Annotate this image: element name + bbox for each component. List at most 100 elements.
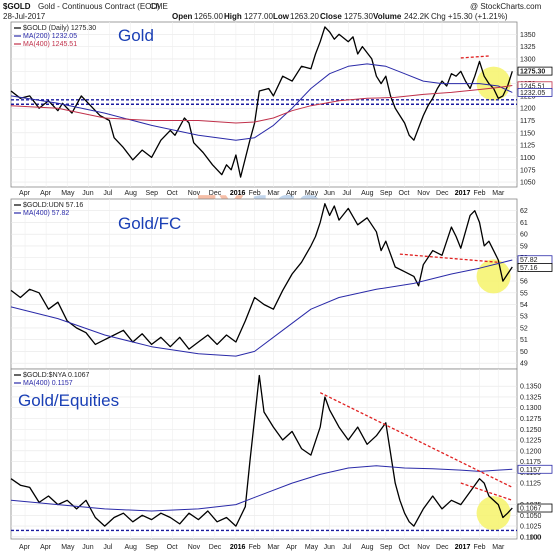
change-value: Chg +15.30 (+1.21%) <box>431 12 508 21</box>
last-value-label: 1275.30 <box>520 69 545 76</box>
last-value-label: 57.82 <box>520 257 538 264</box>
highlight-circle <box>476 259 511 294</box>
legend-entry: MA(400) 57.82 <box>23 210 69 217</box>
exchange: CME <box>150 2 168 11</box>
y-tick-label: 1225 <box>520 93 536 100</box>
x-tick-label: Mar <box>267 190 280 197</box>
x-tick-label: 2016 <box>230 190 246 197</box>
legend-entry: MA(200) 1232.05 <box>23 33 77 40</box>
x-tick-label: Jun <box>324 544 335 551</box>
y-tick-label: 1200 <box>520 106 536 113</box>
x-tick-label: Nov <box>188 190 201 197</box>
legend-entry: MA(400) 0.1157 <box>23 380 73 387</box>
panel-title: Gold <box>118 26 154 45</box>
x-tick-label: Dec <box>209 190 222 197</box>
last-value-label: 1245.51 <box>520 83 545 90</box>
x-tick-label: Nov <box>188 544 201 551</box>
y-tick-label: 0.1225 <box>520 438 542 445</box>
trend-line <box>399 253 499 263</box>
x-tick-label: Apr <box>40 190 52 197</box>
y-tick-label: 54 <box>520 302 528 309</box>
x-tick-label: Apr <box>19 544 31 551</box>
x-tick-label: May <box>61 544 75 551</box>
panel-frame <box>10 198 518 370</box>
y-tick-label: 50 <box>520 349 528 356</box>
y-tick-label: 1350 <box>520 32 536 39</box>
volume-label: Volume <box>373 12 402 21</box>
y-tick-label: 1050 <box>520 180 536 187</box>
x-tick-label: Jun <box>82 544 93 551</box>
y-tick-label: 49 <box>520 361 528 368</box>
x-tick-label: Oct <box>399 190 410 197</box>
y-tick-label: 51 <box>520 337 528 344</box>
y-tick-label: 0.1250 <box>520 427 542 434</box>
x-tick-label: Jul <box>103 190 112 197</box>
x-tick-label: Jul <box>342 190 351 197</box>
x-tick-label: Aug <box>361 190 374 197</box>
x-tick-label: Jul <box>342 544 351 551</box>
x-axis: Apr Apr May Jun Jul Aug Sep Oct Nov Dec 2016 Feb Mar… <box>19 190 505 551</box>
y-tick-label: 53 <box>520 314 528 321</box>
panel-title: Gold/Equities <box>18 391 119 410</box>
y-tick-label: 0.1050 <box>520 513 542 520</box>
x-tick-label: Jun <box>324 190 335 197</box>
x-tick-label: Feb <box>474 544 486 551</box>
x-tick-label: May <box>61 190 75 197</box>
y-tick-label: 0.1025 <box>520 524 542 531</box>
legend-entry: $GOLD:$NYA 0.1067 <box>23 372 90 379</box>
y-tick-label: 0.1300 <box>520 405 542 412</box>
panel-title: Gold/FC <box>118 214 181 233</box>
x-tick-label: Sep <box>380 544 393 551</box>
last-value-box <box>517 464 553 474</box>
description: Gold - Continuous Contract (EOD) <box>38 2 160 11</box>
last-value-label: 57.16 <box>520 265 538 272</box>
last-value-label: 1232.05 <box>520 90 545 97</box>
y-tick-label: 0.1100 <box>520 534 541 541</box>
last-value-box <box>517 88 553 97</box>
x-tick-label: May <box>305 190 319 197</box>
y-tick-label: 0.1325 <box>520 394 542 401</box>
x-tick-label: Aug <box>361 544 374 551</box>
panel-gold-fc: 4950515253545556575859606162$GOLD:UDN 57… <box>10 198 553 370</box>
x-tick-label: Oct <box>167 190 178 197</box>
y-tick-label: 1100 <box>520 155 535 162</box>
y-tick-label: 1125 <box>520 143 535 150</box>
panel-frame <box>10 368 518 540</box>
legend-entry: $GOLD (Daily) 1275.30 <box>23 25 96 32</box>
y-tick-label: 0.1200 <box>520 448 542 455</box>
x-tick-label: Nov <box>417 544 430 551</box>
y-tick-label: 1300 <box>520 56 536 63</box>
y-tick-label: 0.1275 <box>520 416 542 423</box>
series-line-ma-400- <box>10 465 513 512</box>
x-tick-label: Jul <box>103 544 112 551</box>
x-tick-label: Aug <box>124 190 137 197</box>
y-tick-label: 1175 <box>520 118 535 125</box>
panel-gold: 1050107511001125115011751200122512501275… <box>10 21 553 188</box>
x-tick-label: Sep <box>380 190 393 197</box>
x-tick-label: Dec <box>436 190 449 197</box>
x-tick-label: Dec <box>436 544 449 551</box>
last-value-label: 0.1157 <box>520 467 541 474</box>
y-tick-label: 55 <box>520 290 528 297</box>
close-label: Close <box>320 12 342 21</box>
series-line-ma-400- <box>10 85 513 124</box>
x-tick-label: Oct <box>167 544 178 551</box>
highlight-circle <box>476 66 511 101</box>
y-tick-label: 62 <box>520 208 528 215</box>
y-tick-label: 0.1350 <box>520 384 542 391</box>
x-tick-label: 2016 <box>230 544 246 551</box>
x-tick-label: Apr <box>19 190 31 197</box>
y-tick-label: 59 <box>520 243 528 250</box>
y-tick-label: 1075 <box>520 167 536 174</box>
copyright: @ StockCharts.com <box>470 2 542 11</box>
x-tick-label: Sep <box>146 544 159 551</box>
x-tick-label: Feb <box>249 544 261 551</box>
series-line-ma-200- <box>10 63 513 141</box>
last-value-label: 0.1067 <box>520 506 542 513</box>
x-tick-label: 2017 <box>455 544 471 551</box>
last-value-box <box>517 503 553 513</box>
x-tick-label: Sep <box>146 190 159 197</box>
x-tick-label: Jun <box>82 190 93 197</box>
